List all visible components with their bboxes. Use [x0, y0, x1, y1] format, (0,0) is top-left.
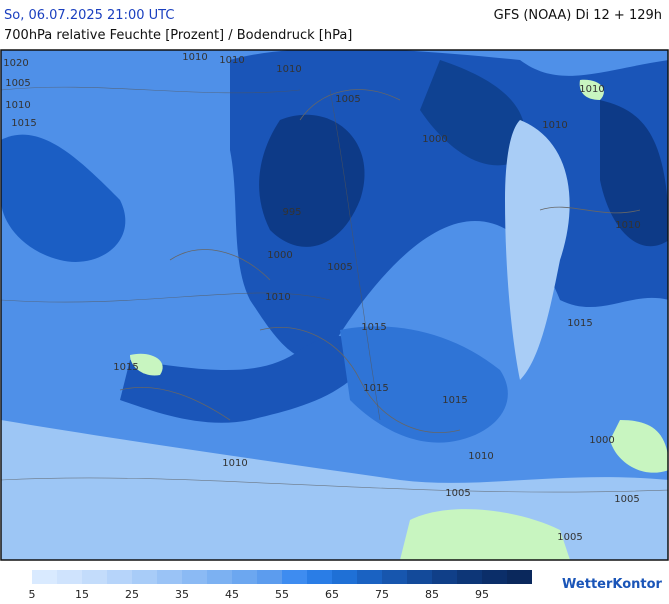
- isobar-label: 1015: [113, 362, 138, 373]
- isobar-label: 1010: [182, 52, 207, 63]
- colorbar-swatch: [82, 570, 107, 584]
- isobar-label: 1005: [557, 532, 582, 543]
- colorbar-swatch: [157, 570, 182, 584]
- isobar-label: 1010: [276, 64, 301, 75]
- subtitle: 700hPa relative Feuchte [Prozent] / Bode…: [4, 28, 352, 43]
- isobar-label: 1005: [335, 94, 360, 105]
- colorbar-swatch: [382, 570, 407, 584]
- colorbar-swatch: [107, 570, 132, 584]
- colorbar-label: 15: [75, 588, 89, 600]
- isobar-label: 1010: [468, 451, 493, 462]
- map: [1, 50, 668, 560]
- brand: WetterKontor: [562, 577, 663, 592]
- isobar-label: 1000: [267, 250, 292, 261]
- colorbar-label: 35: [175, 588, 189, 600]
- isobar-label: 1000: [422, 134, 447, 145]
- colorbar-swatch: [257, 570, 282, 584]
- colorbar-swatch: [457, 570, 482, 584]
- colorbar-label: 45: [225, 588, 239, 600]
- colorbar-swatch: [232, 570, 257, 584]
- isobar-label: 1010: [265, 292, 290, 303]
- colorbar-swatch: [32, 570, 57, 584]
- isobar-label: 1005: [5, 78, 30, 89]
- colorbar-swatch: [407, 570, 432, 584]
- map-frame: [0, 49, 669, 561]
- colorbar-swatch: [207, 570, 232, 584]
- colorbar-swatch: [307, 570, 332, 584]
- isobar-label: 1005: [614, 494, 639, 505]
- model-info: GFS (NOAA) Di 12 + 129h: [494, 8, 662, 23]
- colorbar-label: 85: [425, 588, 439, 600]
- isobar-label: 1010: [579, 84, 604, 95]
- colorbar-label: 65: [325, 588, 339, 600]
- isobar-label: 1020: [3, 58, 28, 69]
- isobar-label: 1010: [222, 458, 247, 469]
- isobar-label: 1015: [11, 118, 36, 129]
- colorbar-swatch: [282, 570, 307, 584]
- datetime: So, 06.07.2025 21:00 UTC: [4, 8, 174, 23]
- isobar-label: 1015: [363, 383, 388, 394]
- colorbar-swatch: [57, 570, 82, 584]
- isobar-label: 1010: [219, 55, 244, 66]
- isobar-label: 1005: [445, 488, 470, 499]
- isobar-label: 1005: [327, 262, 352, 273]
- colorbar-swatch: [182, 570, 207, 584]
- isobar-label: 1015: [567, 318, 592, 329]
- isobar-label: 1015: [442, 395, 467, 406]
- colorbar-swatch: [332, 570, 357, 584]
- colorbar-swatch: [432, 570, 457, 584]
- colorbar-label: 75: [375, 588, 389, 600]
- isobar-label: 1010: [5, 100, 30, 111]
- isobar-label: 1010: [542, 120, 567, 131]
- isobar-label: 1010: [615, 220, 640, 231]
- colorbar-swatch: [132, 570, 157, 584]
- isobar-label: 995: [282, 207, 301, 218]
- colorbar-swatch: [357, 570, 382, 584]
- isobar-label: 1015: [361, 322, 386, 333]
- isobar-label: 1000: [589, 435, 614, 446]
- colorbar-label: 55: [275, 588, 289, 600]
- colorbar-swatch: [507, 570, 532, 584]
- colorbar-label: 95: [475, 588, 489, 600]
- colorbar-label: 25: [125, 588, 139, 600]
- colorbar-swatch: [482, 570, 507, 584]
- colorbar-label: 5: [29, 588, 36, 600]
